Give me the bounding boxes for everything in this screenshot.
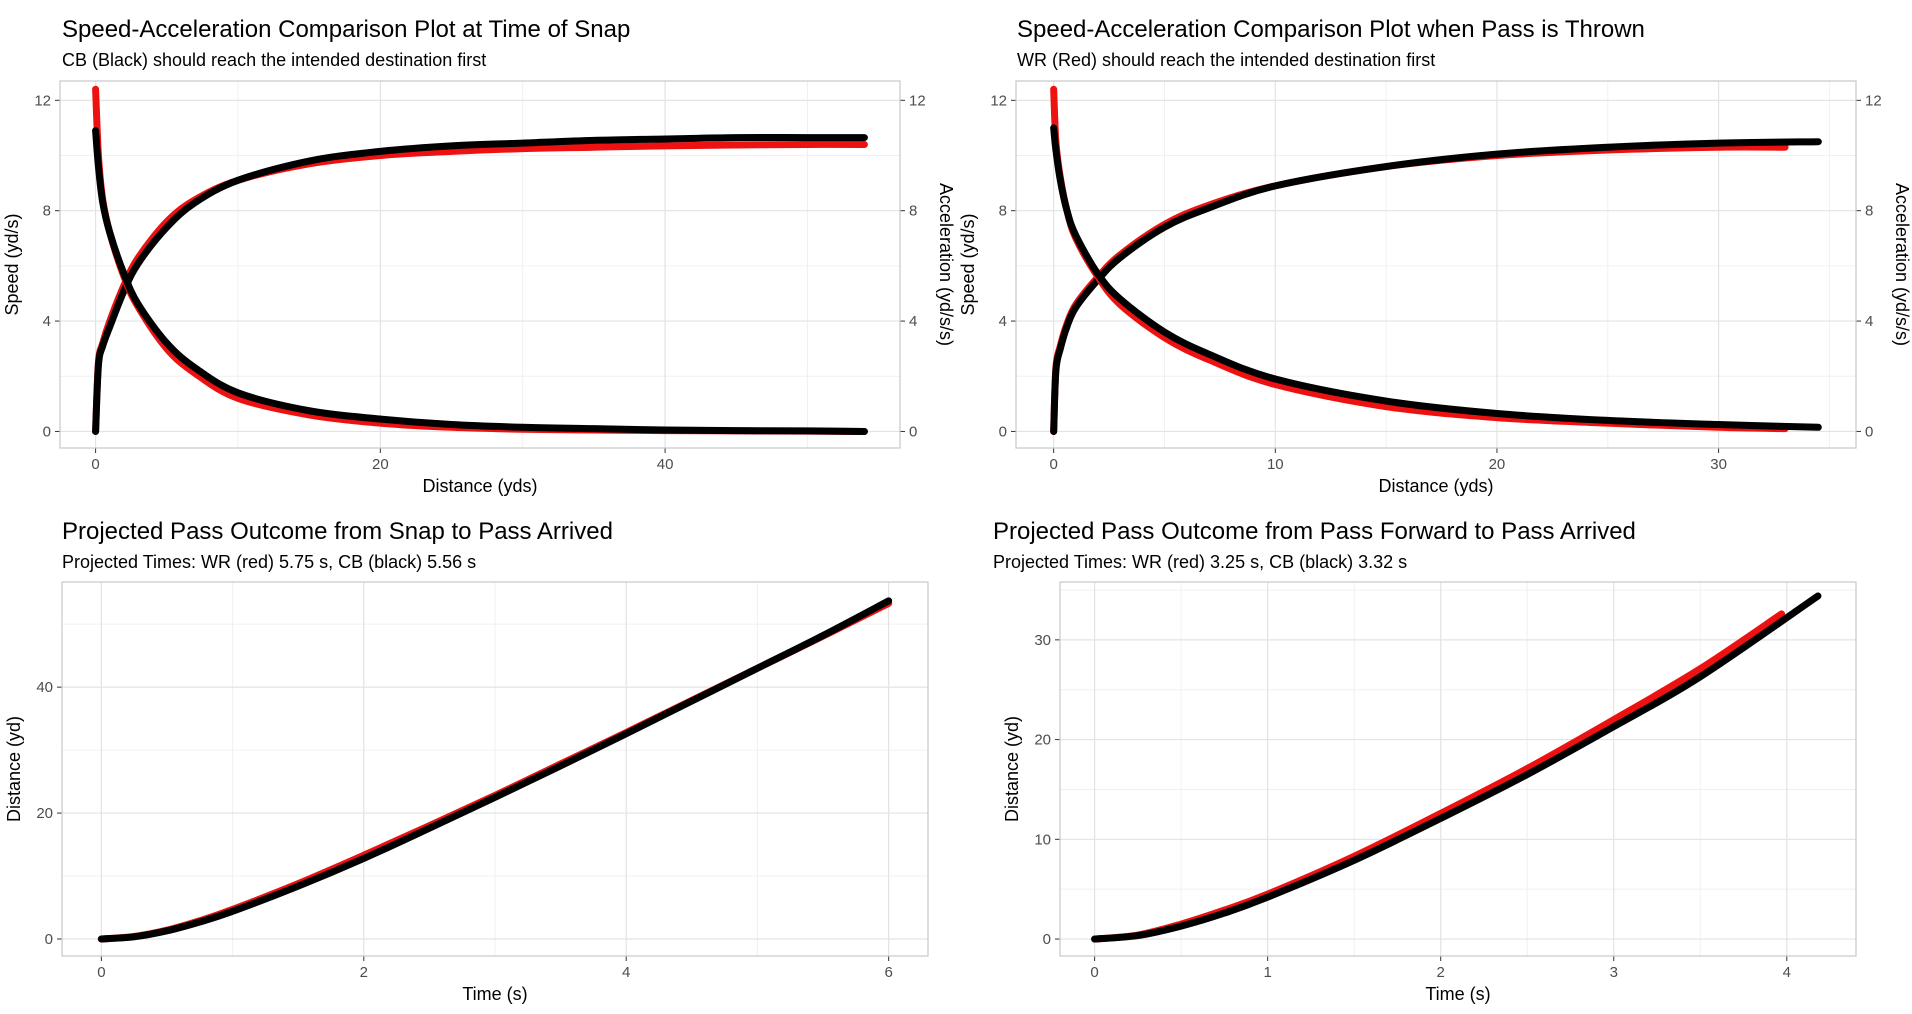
x-tick-label: 3 xyxy=(1610,964,1618,981)
chart-projected-snap: 0 2 4 6 0 20 40 Time (s) Distance (yd) xyxy=(4,581,929,1004)
x-tick-label: 30 xyxy=(1710,456,1727,473)
x-tick-label: 6 xyxy=(884,964,892,981)
chart-subtitle: WR (Red) should reach the intended desti… xyxy=(1017,50,1436,70)
chart-title: Speed-Acceleration Comparison Plot when … xyxy=(1017,16,1645,43)
x-tick-label: 2 xyxy=(1437,964,1445,981)
series-line-cb-speed xyxy=(1050,138,1822,435)
y2-tick-label: 4 xyxy=(909,313,917,330)
y-axis-label: Distance (yd) xyxy=(4,716,24,822)
y-tick-label: 8 xyxy=(43,203,51,220)
series-line-wr-acceleration xyxy=(1050,85,1789,433)
series-line-cb-acceleration xyxy=(92,127,868,435)
y-tick-label: 0 xyxy=(1043,931,1051,948)
chart-subtitle: Projected Times: WR (red) 5.75 s, CB (bl… xyxy=(62,552,477,572)
x-tick-label: 4 xyxy=(1783,964,1791,981)
x-tick-label: 1 xyxy=(1263,964,1271,981)
chart-projected-forward: 0 1 2 3 4 0 10 20 30 Time (s) Distance (yd) xyxy=(1002,581,1857,1004)
plot-frame xyxy=(1015,80,1857,449)
y2-tick-label: 0 xyxy=(909,423,917,440)
x-tick-label: 0 xyxy=(97,964,105,981)
series-line-cb xyxy=(1091,592,1822,943)
y-tick-label: 40 xyxy=(36,679,53,696)
y-tick-label: 0 xyxy=(43,423,51,440)
x-tick-label: 4 xyxy=(622,964,630,981)
x-tick-label: 2 xyxy=(360,964,368,981)
y-axis-label: Distance (yd) xyxy=(1002,716,1022,822)
series-line-wr xyxy=(1091,610,1786,943)
y-tick-label: 20 xyxy=(1034,732,1051,749)
series-line-wr-speed xyxy=(1050,143,1789,435)
plot-frame xyxy=(61,581,929,957)
series-line-cb xyxy=(97,597,893,943)
y2-tick-label: 12 xyxy=(1865,92,1882,109)
y-tick-label: 20 xyxy=(36,805,53,822)
y2-tick-label: 8 xyxy=(1865,203,1873,220)
x-tick-label: 0 xyxy=(91,456,99,473)
y-tick-label: 8 xyxy=(999,203,1007,220)
y-tick-label: 12 xyxy=(990,92,1007,109)
chart-title: Projected Pass Outcome from Snap to Pass… xyxy=(62,518,613,545)
x-tick-label: 20 xyxy=(1489,456,1506,473)
y2-axis-label: Acceleration (yd/s/s) xyxy=(1892,183,1912,346)
y2-tick-label: 0 xyxy=(1865,423,1873,440)
x-axis-label: Distance (yds) xyxy=(1378,476,1493,496)
series-line-cb-acceleration xyxy=(1050,124,1822,431)
y-axis-label: Speed (yd/s) xyxy=(958,213,978,315)
y2-tick-label: 8 xyxy=(909,203,917,220)
y2-tick-label: 12 xyxy=(909,92,926,109)
y-tick-label: 10 xyxy=(1034,831,1051,848)
series-line-cb-speed xyxy=(92,133,868,435)
chart-title: Speed-Acceleration Comparison Plot at Ti… xyxy=(62,16,631,43)
y-axis-label: Speed (yd/s) xyxy=(2,213,22,315)
x-tick-label: 40 xyxy=(657,456,674,473)
y2-axis-label: Acceleration (yd/s/s) xyxy=(936,183,956,346)
y-tick-label: 4 xyxy=(43,313,51,330)
x-tick-label: 10 xyxy=(1267,456,1284,473)
chart-speed-accel-thrown: 0 10 20 30 0 4 8 12 0 4 8 12 Distance (yds) Speed (yd… xyxy=(958,80,1912,496)
y-tick-label: 0 xyxy=(999,423,1007,440)
y-tick-label: 30 xyxy=(1034,632,1051,649)
plot-frame xyxy=(59,80,901,449)
chart-subtitle: CB (Black) should reach the intended des… xyxy=(62,50,487,70)
chart-subtitle: Projected Times: WR (red) 3.25 s, CB (bl… xyxy=(993,552,1408,572)
x-axis-label: Distance (yds) xyxy=(422,476,537,496)
x-axis-label: Time (s) xyxy=(1425,984,1490,1004)
y2-tick-label: 4 xyxy=(1865,313,1873,330)
x-axis-label: Time (s) xyxy=(462,984,527,1004)
x-tick-label: 20 xyxy=(372,456,389,473)
x-tick-label: 0 xyxy=(1050,456,1058,473)
chart-title: Projected Pass Outcome from Pass Forward… xyxy=(993,518,1636,545)
x-tick-label: 0 xyxy=(1090,964,1098,981)
plot-frame xyxy=(1059,581,1857,957)
chart-speed-accel-snap: 0 20 40 0 4 8 12 0 4 8 12 Distance (yds) Speed (yd/s… xyxy=(2,80,956,496)
y-tick-label: 4 xyxy=(999,313,1007,330)
y-tick-label: 0 xyxy=(45,931,53,948)
y-tick-label: 12 xyxy=(34,92,51,109)
